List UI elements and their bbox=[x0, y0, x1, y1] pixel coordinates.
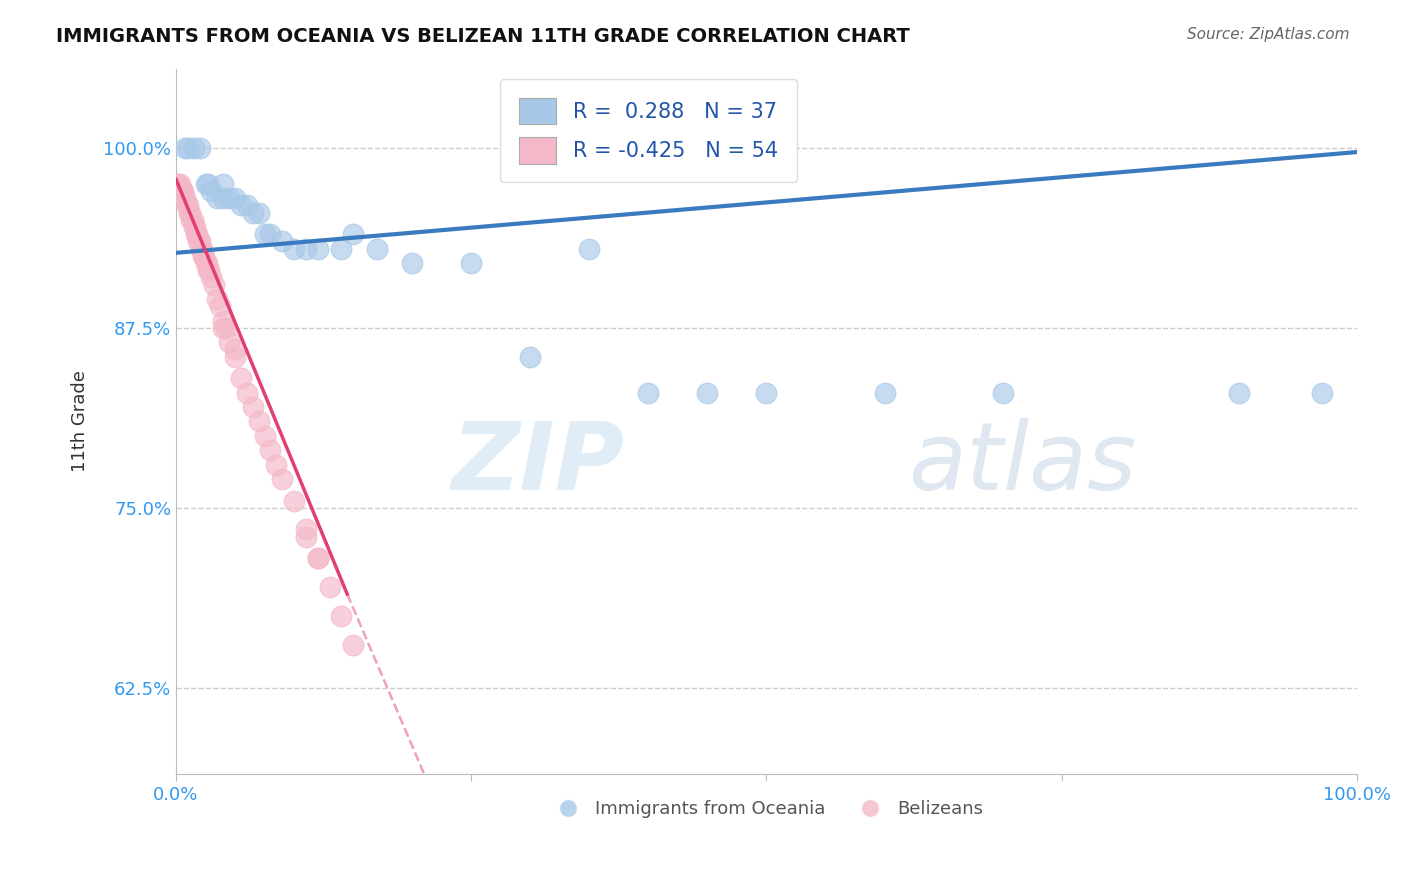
Y-axis label: 11th Grade: 11th Grade bbox=[72, 370, 89, 472]
Point bbox=[177, 205, 200, 219]
Point bbox=[174, 141, 197, 155]
Point bbox=[1227, 385, 1250, 400]
Point bbox=[283, 242, 305, 256]
Point bbox=[318, 580, 340, 594]
Point bbox=[242, 205, 264, 219]
Point bbox=[991, 385, 1014, 400]
Point bbox=[236, 385, 259, 400]
Point bbox=[202, 277, 225, 292]
Point bbox=[170, 184, 193, 198]
Point bbox=[283, 493, 305, 508]
Point bbox=[191, 242, 214, 256]
Point bbox=[873, 385, 896, 400]
Point bbox=[253, 428, 276, 442]
Point bbox=[207, 292, 229, 306]
Point bbox=[200, 270, 222, 285]
Point bbox=[342, 227, 364, 241]
Point bbox=[172, 184, 194, 198]
Point bbox=[195, 256, 218, 270]
Point bbox=[190, 242, 212, 256]
Point bbox=[271, 235, 294, 249]
Point bbox=[259, 443, 281, 458]
Point bbox=[177, 198, 200, 212]
Text: ZIP: ZIP bbox=[451, 417, 624, 509]
Point bbox=[194, 177, 217, 191]
Point bbox=[342, 638, 364, 652]
Point bbox=[295, 242, 318, 256]
Point bbox=[242, 400, 264, 414]
Point bbox=[191, 249, 214, 263]
Point bbox=[208, 299, 231, 313]
Point bbox=[184, 227, 207, 241]
Point bbox=[236, 198, 259, 212]
Point bbox=[174, 191, 197, 205]
Point bbox=[247, 205, 270, 219]
Point bbox=[307, 551, 329, 566]
Point bbox=[307, 551, 329, 566]
Point bbox=[173, 191, 195, 205]
Text: IMMIGRANTS FROM OCEANIA VS BELIZEAN 11TH GRADE CORRELATION CHART: IMMIGRANTS FROM OCEANIA VS BELIZEAN 11TH… bbox=[56, 27, 910, 45]
Point bbox=[180, 212, 202, 227]
Point bbox=[183, 219, 205, 234]
Point bbox=[188, 235, 211, 249]
Point bbox=[307, 242, 329, 256]
Point bbox=[696, 385, 718, 400]
Point bbox=[330, 608, 353, 623]
Point bbox=[295, 522, 318, 536]
Text: Source: ZipAtlas.com: Source: ZipAtlas.com bbox=[1187, 27, 1350, 42]
Point bbox=[197, 263, 219, 277]
Point bbox=[181, 212, 204, 227]
Point bbox=[218, 335, 240, 350]
Point bbox=[186, 227, 208, 241]
Point bbox=[212, 177, 235, 191]
Text: atlas: atlas bbox=[908, 418, 1136, 509]
Point bbox=[519, 350, 541, 364]
Point bbox=[212, 191, 235, 205]
Point bbox=[198, 263, 221, 277]
Point bbox=[212, 320, 235, 334]
Point bbox=[184, 219, 207, 234]
Point bbox=[188, 141, 211, 155]
Legend: Immigrants from Oceania, Belizeans: Immigrants from Oceania, Belizeans bbox=[543, 793, 991, 825]
Point bbox=[224, 350, 246, 364]
Point bbox=[330, 242, 353, 256]
Point bbox=[170, 184, 193, 198]
Point bbox=[224, 343, 246, 357]
Point bbox=[229, 198, 252, 212]
Point bbox=[578, 242, 600, 256]
Point bbox=[253, 227, 276, 241]
Point bbox=[401, 256, 423, 270]
Point bbox=[194, 256, 217, 270]
Point bbox=[218, 191, 240, 205]
Point bbox=[183, 141, 205, 155]
Point bbox=[637, 385, 659, 400]
Point bbox=[271, 472, 294, 486]
Point bbox=[224, 191, 246, 205]
Point bbox=[1310, 385, 1333, 400]
Point bbox=[169, 177, 191, 191]
Point bbox=[187, 235, 209, 249]
Point bbox=[266, 458, 288, 472]
Point bbox=[295, 529, 318, 543]
Point bbox=[247, 414, 270, 428]
Point bbox=[207, 191, 229, 205]
Point bbox=[212, 313, 235, 327]
Point bbox=[755, 385, 778, 400]
Point bbox=[176, 198, 198, 212]
Point bbox=[214, 320, 236, 334]
Point bbox=[166, 177, 188, 191]
Point bbox=[366, 242, 388, 256]
Point bbox=[229, 371, 252, 385]
Point bbox=[167, 177, 190, 191]
Point bbox=[193, 249, 215, 263]
Point bbox=[197, 177, 219, 191]
Point bbox=[460, 256, 482, 270]
Point bbox=[177, 141, 200, 155]
Point bbox=[170, 184, 193, 198]
Point bbox=[200, 184, 222, 198]
Point bbox=[179, 205, 201, 219]
Point bbox=[259, 227, 281, 241]
